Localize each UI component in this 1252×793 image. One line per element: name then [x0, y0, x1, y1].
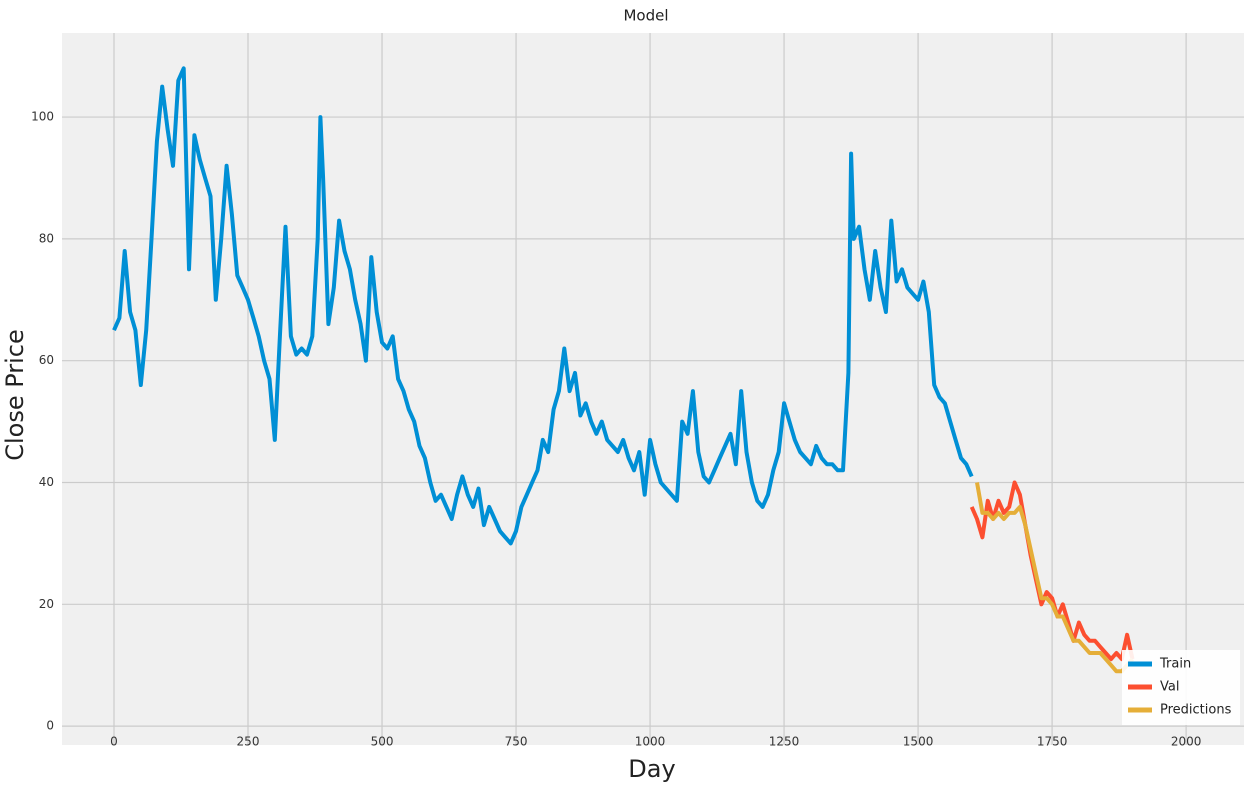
x-tick-label: 250	[237, 735, 260, 749]
x-tick-label: 0	[110, 735, 118, 749]
x-tick-label: 500	[371, 735, 394, 749]
x-tick-label: 1000	[635, 735, 666, 749]
legend-label: Val	[1160, 680, 1179, 695]
plot-area	[62, 33, 1244, 745]
y-tick-label: 80	[39, 231, 54, 245]
series-line	[112, 66, 974, 546]
x-tick-label: 750	[505, 735, 528, 749]
y-axis-label: Close Price	[1, 329, 29, 461]
x-tick-label: 1500	[903, 735, 934, 749]
x-tick-label: 2000	[1171, 735, 1202, 749]
chart-title: Model	[623, 7, 668, 25]
y-tick-label: 60	[39, 353, 54, 367]
x-tick-label: 1750	[1037, 735, 1068, 749]
y-tick-label: 40	[39, 475, 54, 489]
x-tick-label: 1250	[769, 735, 800, 749]
y-tick-label: 0	[46, 719, 54, 733]
legend-label: Predictions	[1160, 703, 1232, 718]
legend-label: Train	[1159, 657, 1191, 672]
series-line	[969, 480, 1135, 662]
series-line	[975, 482, 1134, 674]
y-tick-label: 100	[31, 110, 54, 124]
y-tick-label: 20	[39, 597, 54, 611]
x-axis-label: Day	[628, 755, 675, 783]
